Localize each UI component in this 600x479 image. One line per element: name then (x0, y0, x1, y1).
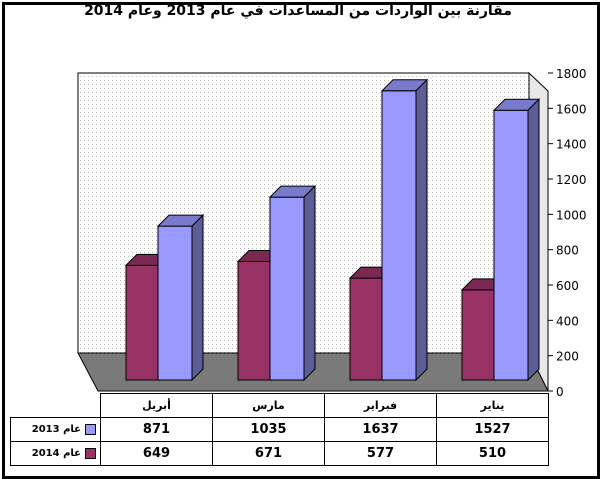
y-tick-label: 0 (556, 385, 564, 399)
bar-front (125, 264, 161, 381)
y-tick-label: 1800 (556, 67, 587, 81)
category-label: يناير (436, 393, 549, 418)
bar-front (349, 277, 385, 381)
category-label: فبراير (324, 393, 437, 418)
y-tick-label: 600 (556, 279, 579, 293)
y-tick-label: 800 (556, 244, 579, 258)
data-label: 1035 (212, 417, 325, 442)
data-label: 871 (100, 417, 213, 442)
bar-front (493, 109, 529, 381)
y-tick-label: 1200 (556, 173, 587, 187)
y-tick-label: 1400 (556, 138, 587, 152)
bar-2013 (380, 78, 429, 382)
data-label: 1527 (436, 417, 549, 442)
data-table: أبريل مارس فبراير يناير عام 2013 871 103… (10, 393, 549, 466)
legend-entry-2013: عام 2013 (10, 417, 101, 442)
bar-side (191, 213, 204, 382)
table-header-row: أبريل مارس فبراير يناير (11, 393, 549, 418)
data-label: 510 (436, 441, 549, 466)
data-label: 1637 (324, 417, 437, 442)
data-label: 649 (100, 441, 213, 466)
y-tick-label: 1600 (556, 102, 587, 116)
bar-side (415, 78, 428, 382)
category-label: مارس (212, 393, 325, 418)
bar-front (381, 90, 417, 381)
bar-front (269, 196, 305, 381)
table-corner (11, 394, 101, 418)
bar-front (237, 260, 273, 381)
bar-side (527, 98, 540, 382)
legend-swatch (85, 448, 96, 459)
bar-side (303, 184, 316, 382)
bar-2013 (492, 98, 541, 382)
data-label: 577 (324, 441, 437, 466)
chart-title: مقارنة بين الواردات من المساعدات في عام … (84, 3, 512, 19)
table-row-2014: عام 2014 649 671 577 510 (10, 441, 549, 466)
y-tick-label: 400 (556, 314, 579, 328)
legend-label: عام 2014 (31, 448, 81, 459)
legend-entry-2014: عام 2014 (10, 441, 101, 466)
table-row-2013: عام 2013 871 1035 1637 1527 (10, 417, 549, 442)
bar-2013 (268, 184, 317, 382)
y-tick-label: 200 (556, 350, 579, 364)
bar-front (157, 225, 193, 381)
data-label: 671 (212, 441, 325, 466)
legend-label: عام 2013 (31, 424, 81, 435)
y-tick-label: 1000 (556, 208, 587, 222)
legend-swatch (85, 424, 96, 435)
bar-front (461, 289, 497, 381)
category-label: أبريل (100, 393, 213, 418)
bar-2013 (156, 213, 205, 382)
